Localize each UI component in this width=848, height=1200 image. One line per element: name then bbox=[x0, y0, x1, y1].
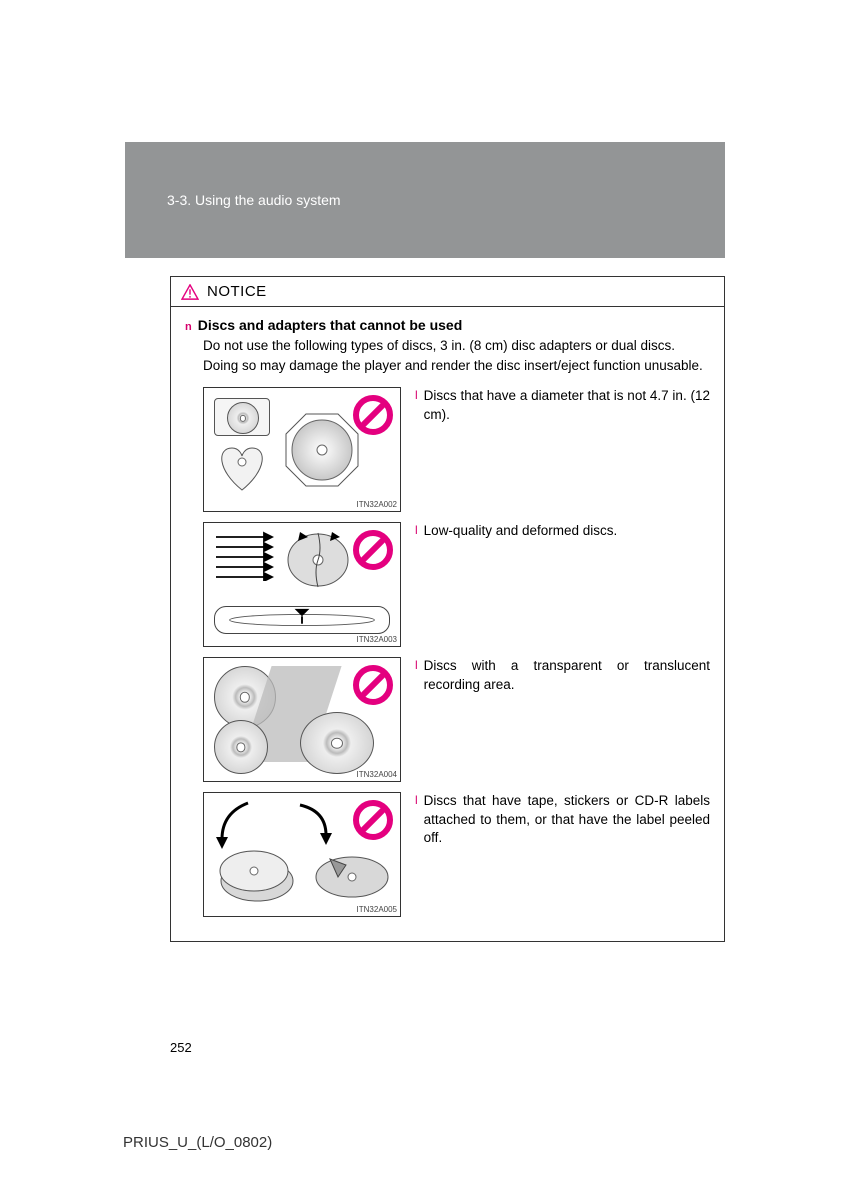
item-marker: l bbox=[415, 657, 418, 782]
notice-item: ITN32A002 l Discs that have a diameter t… bbox=[203, 387, 710, 512]
illustration-labels: ITN32A005 bbox=[203, 792, 401, 917]
section-header-text: 3-3. Using the audio system bbox=[167, 192, 341, 208]
illustration-code: ITN32A003 bbox=[357, 635, 397, 644]
notice-title: NOTICE bbox=[207, 283, 267, 300]
page-number: 252 bbox=[170, 1040, 192, 1055]
item-description: l Discs with a transparent or translucen… bbox=[415, 657, 710, 782]
notice-item: ITN32A003 l Low-quality and deformed dis… bbox=[203, 522, 710, 647]
footer-text: PRIUS_U_(L/O_0802) bbox=[123, 1134, 272, 1151]
item-text: Discs that have tape, stickers or CD-R l… bbox=[424, 792, 710, 917]
item-description: l Discs that have tape, stickers or CD-R… bbox=[415, 792, 710, 917]
notice-body: n Discs and adapters that cannot be used… bbox=[171, 307, 724, 941]
illustration-code: ITN32A002 bbox=[357, 500, 397, 509]
notice-box: NOTICE n Discs and adapters that cannot … bbox=[170, 276, 725, 942]
notice-title-row: NOTICE bbox=[171, 277, 724, 307]
item-description: l Discs that have a diameter that is not… bbox=[415, 387, 710, 512]
illustration-deformed: ITN32A003 bbox=[203, 522, 401, 647]
notice-para-2: Doing so may damage the player and rende… bbox=[203, 357, 710, 375]
item-description: l Low-quality and deformed discs. bbox=[415, 522, 710, 647]
illustration-code: ITN32A005 bbox=[357, 905, 397, 914]
notice-subheading-row: n Discs and adapters that cannot be used bbox=[185, 317, 710, 333]
item-text: Low-quality and deformed discs. bbox=[424, 522, 618, 647]
notice-items: ITN32A002 l Discs that have a diameter t… bbox=[203, 387, 710, 917]
item-marker: l bbox=[415, 387, 418, 512]
section-header: 3-3. Using the audio system bbox=[125, 142, 725, 258]
illustration-code: ITN32A004 bbox=[357, 770, 397, 779]
item-marker: l bbox=[415, 522, 418, 647]
notice-item: ITN32A005 l Discs that have tape, sticke… bbox=[203, 792, 710, 917]
item-text: Discs with a transparent or translucent … bbox=[424, 657, 710, 782]
item-text: Discs that have a diameter that is not 4… bbox=[424, 387, 710, 512]
notice-para-1: Do not use the following types of discs,… bbox=[203, 337, 710, 355]
subheading-marker: n bbox=[185, 321, 192, 333]
illustration-transparent: ITN32A004 bbox=[203, 657, 401, 782]
item-marker: l bbox=[415, 792, 418, 917]
notice-subheading: Discs and adapters that cannot be used bbox=[198, 317, 463, 333]
illustration-wrong-size: ITN32A002 bbox=[203, 387, 401, 512]
warning-icon bbox=[181, 284, 199, 300]
notice-item: ITN32A004 l Discs with a transparent or … bbox=[203, 657, 710, 782]
